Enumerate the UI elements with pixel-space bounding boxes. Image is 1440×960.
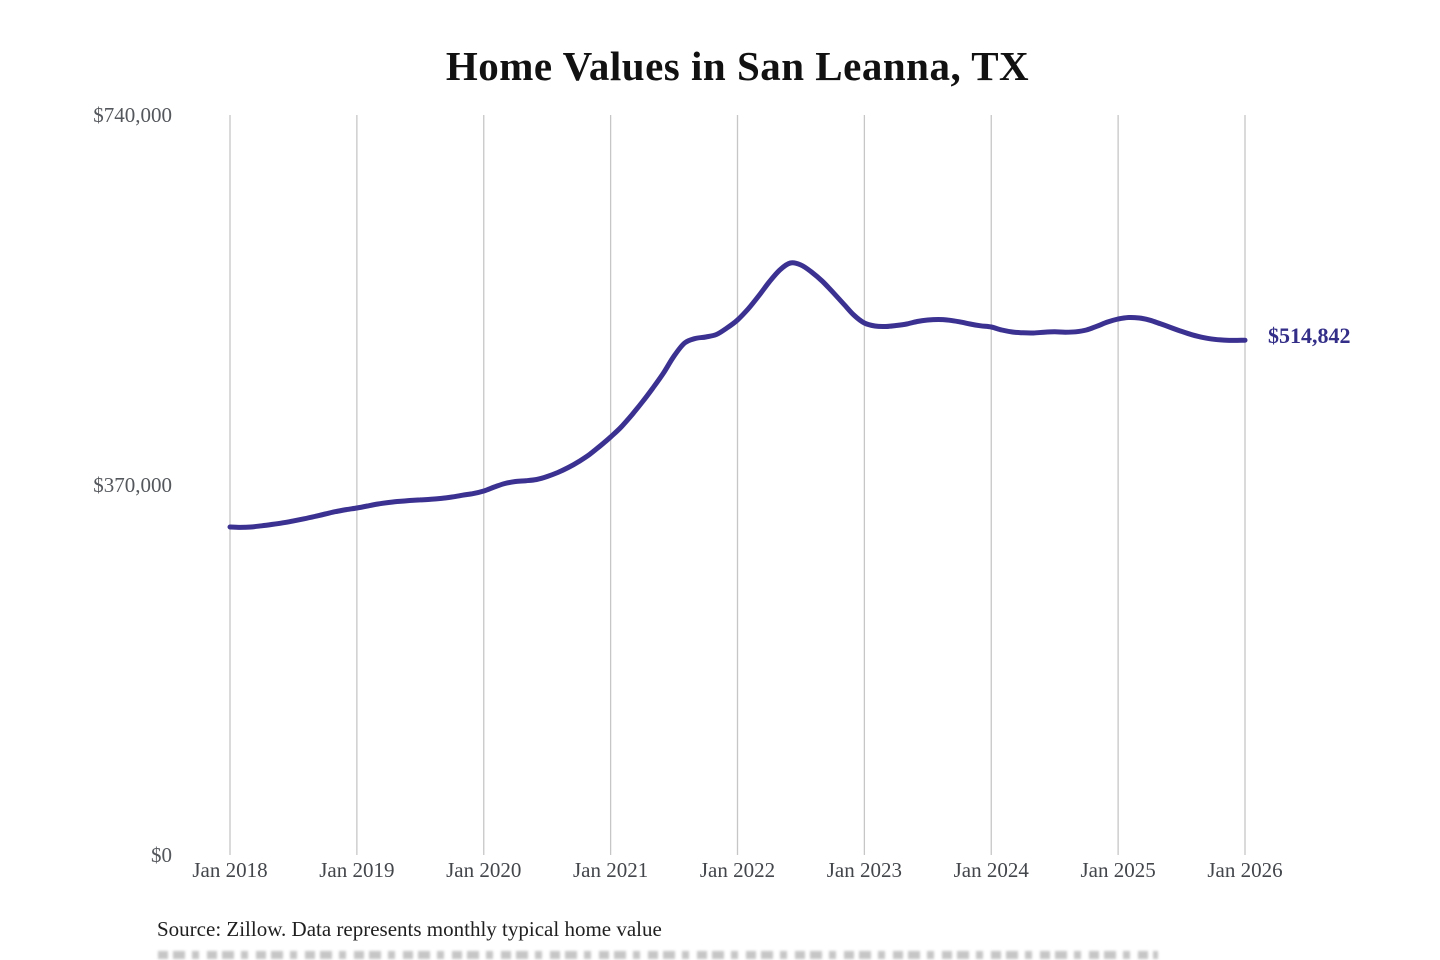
x-tick-label: Jan 2018 bbox=[192, 858, 268, 882]
current-value-label: $514,842 bbox=[1268, 323, 1351, 349]
x-tick-label: Jan 2023 bbox=[826, 858, 902, 882]
chart-title: Home Values in San Leanna, TX bbox=[445, 43, 1030, 89]
x-tick-label: Jan 2019 bbox=[319, 858, 395, 882]
y-tick-label: $0 bbox=[151, 843, 172, 867]
x-tick-label: Jan 2025 bbox=[1080, 858, 1156, 882]
x-tick-label: Jan 2024 bbox=[953, 858, 1029, 882]
source-note: Source: Zillow. Data represents monthly … bbox=[157, 917, 662, 941]
x-tick-label: Jan 2020 bbox=[446, 858, 522, 882]
y-tick-label: $740,000 bbox=[93, 103, 172, 127]
x-tick-label: Jan 2026 bbox=[1207, 858, 1283, 882]
y-tick-label: $370,000 bbox=[93, 473, 172, 497]
clipped-text-strip bbox=[158, 951, 1158, 959]
x-tick-label: Jan 2022 bbox=[699, 858, 776, 882]
x-tick-label: Jan 2021 bbox=[573, 858, 649, 882]
